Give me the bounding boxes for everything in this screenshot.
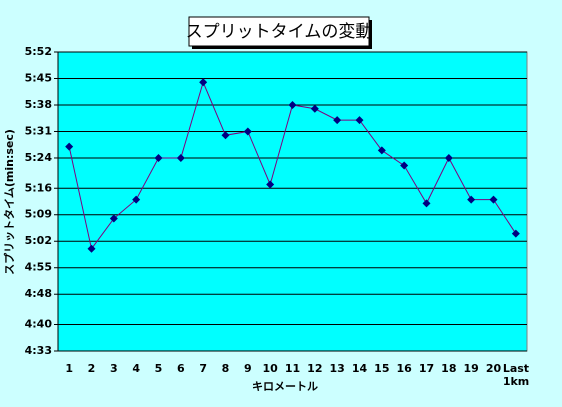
marker	[355, 116, 364, 125]
marker	[243, 127, 252, 136]
marker	[511, 229, 520, 238]
y-tick-label: 4:48	[25, 287, 52, 300]
marker	[87, 244, 96, 253]
y-tick-label: 5:24	[25, 151, 53, 164]
marker	[288, 100, 297, 109]
marker	[467, 195, 476, 204]
marker	[489, 195, 498, 204]
x-tick-label: 19	[463, 362, 479, 375]
y-tick-label: 4:33	[25, 344, 52, 357]
y-tick-label: 5:45	[25, 71, 52, 84]
x-tick-label: 18	[441, 362, 457, 375]
marker	[266, 180, 275, 189]
title-box	[188, 16, 370, 47]
marker	[176, 153, 185, 162]
y-tick-label: 5:02	[25, 234, 52, 247]
x-tick-label: 8	[221, 362, 230, 375]
x-tick-label: 2	[87, 362, 96, 375]
marker	[199, 78, 208, 87]
x-tick-label: 14	[351, 362, 368, 375]
y-tick-label: 4:40	[25, 318, 53, 331]
marker	[444, 153, 453, 162]
y-tick-label: 4:55	[25, 261, 52, 274]
y-tick-label: 5:38	[25, 98, 52, 111]
marker	[333, 116, 342, 125]
x-tick-label: 15	[374, 362, 390, 375]
y-axis-title: スプリットタイム(min:sec)	[2, 129, 16, 275]
marker	[310, 104, 319, 113]
y-tick-label: 5:52	[25, 45, 52, 58]
x-tick-label: 17	[418, 362, 435, 375]
x-tick-label: 12	[307, 362, 323, 375]
y-tick-label: 5:31	[25, 124, 52, 137]
x-tick-label: 3	[110, 362, 118, 375]
x-tick-label: 13	[329, 362, 345, 375]
y-tick-label: 5:16	[25, 181, 53, 194]
chart-title: スプリットタイムの変動	[186, 22, 373, 42]
x-axis-title: キロメートル	[252, 380, 318, 393]
x-tick-label: Last 1km	[502, 362, 530, 388]
x-tick-label: 6	[177, 362, 185, 375]
marker	[109, 214, 118, 223]
marker	[422, 199, 431, 208]
x-tick-label: 20	[485, 362, 502, 375]
x-tick-label: 16	[396, 362, 412, 375]
marker	[154, 153, 163, 162]
x-tick-label: 9	[244, 362, 252, 375]
marker	[400, 161, 409, 170]
marker	[377, 146, 386, 155]
x-tick-label: 1	[65, 362, 73, 375]
marker	[132, 195, 141, 204]
marker	[221, 131, 230, 140]
x-tick-label: 10	[262, 362, 278, 375]
y-tick-label: 5:09	[25, 208, 52, 221]
x-tick-label: 7	[199, 362, 207, 375]
x-tick-label: 4	[132, 362, 140, 375]
x-tick-label: 11	[284, 362, 301, 375]
marker	[65, 142, 74, 151]
x-tick-label: 5	[154, 362, 163, 375]
plot-area	[57, 51, 528, 352]
